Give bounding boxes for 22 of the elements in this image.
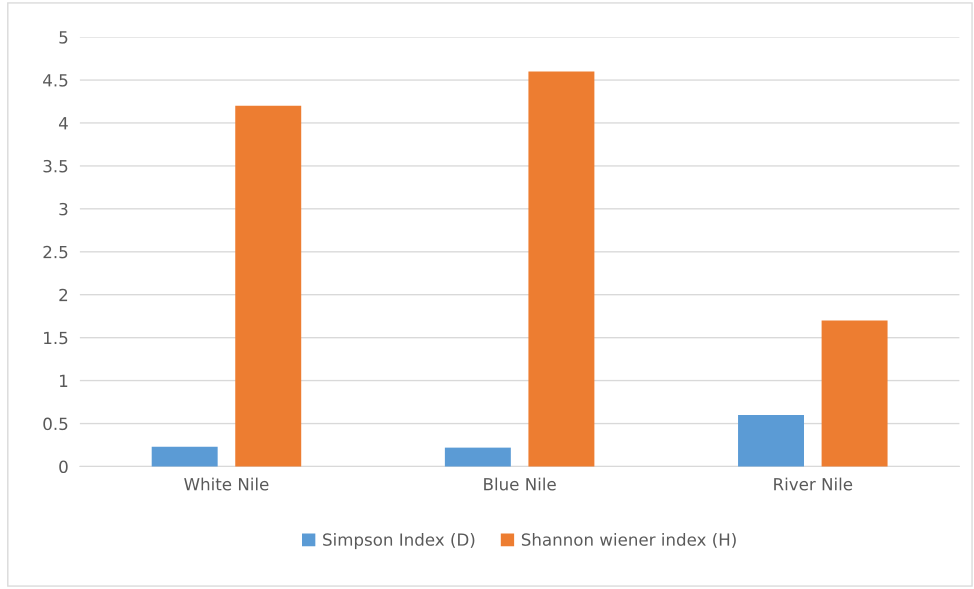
bar	[738, 414, 804, 466]
y-tick-label: 2	[59, 288, 68, 302]
legend-label: Shannon wiener index (H)	[522, 533, 736, 548]
x-tick-label: White Nile	[184, 478, 268, 490]
x-tick-label: River Nile	[774, 478, 852, 490]
bar	[444, 448, 511, 466]
y-tick-label: 4.5	[43, 74, 68, 87]
legend-label: Simpson Index (D)	[323, 533, 474, 550]
bar	[822, 320, 888, 466]
y-tick-label: 0.5	[43, 418, 68, 430]
y-tick-label: 5	[59, 31, 68, 44]
bar	[528, 71, 594, 466]
y-tick-label: 4	[58, 117, 68, 130]
x-tick-label: Blue Nile	[484, 478, 556, 490]
y-tick-label: 2.5	[43, 246, 68, 258]
y-tick-label: 1.5	[44, 332, 68, 344]
y-tick-label: 1	[60, 374, 68, 387]
bar	[152, 446, 218, 466]
bar	[235, 106, 302, 466]
y-tick-label: 3	[59, 202, 68, 216]
y-tick-label: 3.5	[44, 160, 68, 172]
y-tick-label: 0	[59, 460, 68, 474]
